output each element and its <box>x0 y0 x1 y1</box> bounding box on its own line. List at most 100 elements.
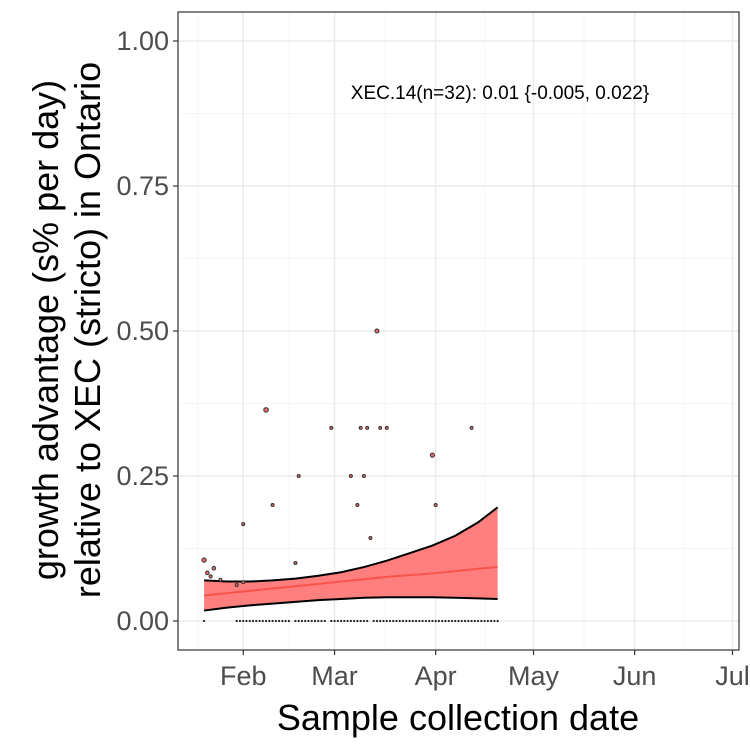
data-point <box>365 425 370 430</box>
data-point <box>241 580 246 585</box>
zero-point <box>330 619 333 623</box>
data-point <box>433 503 438 507</box>
zero-point <box>242 619 245 623</box>
zero-point <box>202 619 206 623</box>
zero-point <box>414 619 418 623</box>
data-point <box>218 577 223 582</box>
zero-point <box>297 619 300 623</box>
zero-point <box>310 619 313 623</box>
zero-point <box>353 619 356 623</box>
data-point <box>358 425 363 430</box>
zero-point <box>457 619 460 623</box>
data-point <box>296 474 301 478</box>
zero-point <box>437 619 441 623</box>
zero-point <box>333 619 336 623</box>
zero-point <box>382 619 385 623</box>
zero-point <box>287 619 290 623</box>
zero-point <box>255 619 258 623</box>
confidence-ribbon <box>204 507 498 611</box>
zero-point <box>424 619 427 623</box>
zero-point <box>235 619 238 623</box>
x-axis: Feb Mar Apr May Jun Jul <box>220 650 750 691</box>
x-tick-label: Apr <box>415 661 457 691</box>
zero-point <box>408 619 411 623</box>
zero-point <box>454 619 457 623</box>
zero-point <box>441 619 444 623</box>
points-layer <box>201 328 474 588</box>
zero-point <box>372 619 375 623</box>
zero-point <box>480 619 483 623</box>
zero-point <box>467 619 470 623</box>
data-point <box>355 503 360 507</box>
zero-point <box>379 619 382 623</box>
data-point <box>234 583 239 588</box>
zero-point <box>281 619 284 623</box>
zero-point <box>323 619 326 623</box>
x-axis-title: Sample collection date <box>277 697 639 738</box>
zero-point <box>375 619 379 623</box>
zero-point <box>447 619 450 623</box>
confidence-ribbon-layer <box>203 506 499 612</box>
data-point <box>263 407 269 413</box>
ribbon-lower-border <box>203 596 498 612</box>
x-tick-label: Mar <box>311 661 358 691</box>
data-point <box>374 328 380 334</box>
zero-point <box>294 619 297 623</box>
x-tick-label: Jul <box>715 661 750 691</box>
data-point <box>270 503 275 507</box>
zero-point <box>434 619 437 623</box>
zero-point <box>398 619 401 623</box>
zero-point <box>450 619 454 623</box>
data-point <box>384 425 389 430</box>
zero-point <box>278 619 281 623</box>
zero-point <box>320 619 323 623</box>
zero-point <box>395 619 398 623</box>
zero-point <box>248 619 251 623</box>
data-point <box>429 452 436 458</box>
zero-point <box>284 619 287 623</box>
y-tick-label: 0.25 <box>116 461 169 491</box>
zero-point <box>356 619 359 623</box>
zero-point <box>268 619 271 623</box>
zero-point <box>428 619 431 623</box>
zero-point <box>401 619 405 623</box>
zero-point <box>411 619 414 623</box>
data-point <box>361 474 366 478</box>
zero-point <box>444 619 447 623</box>
x-tick-label: May <box>508 661 560 691</box>
zero-point <box>385 619 388 623</box>
data-point <box>201 557 207 563</box>
zero-point <box>366 619 369 623</box>
zero-point <box>392 619 395 623</box>
zero-point <box>307 619 310 623</box>
data-point <box>293 561 298 565</box>
y-axis-title-line-1: growth advantage (s% per day) <box>25 80 66 580</box>
zero-point <box>271 619 274 623</box>
data-point <box>348 474 353 478</box>
zero-point <box>405 619 408 623</box>
zero-point <box>238 619 242 623</box>
data-point <box>368 536 373 541</box>
zero-point <box>463 619 467 623</box>
zero-point <box>362 619 366 623</box>
zero-point <box>251 619 255 623</box>
y-tick-label: 0.75 <box>116 171 169 201</box>
data-point <box>211 565 217 571</box>
zero-point <box>490 619 493 623</box>
zero-points-layer <box>202 619 499 623</box>
model-annotation: XEC.14(n=32): 0.01 {-0.005, 0.022} <box>351 83 649 104</box>
zero-point <box>483 619 486 623</box>
data-point <box>208 574 213 579</box>
zero-point <box>359 619 362 623</box>
zero-point <box>300 619 304 623</box>
zero-point <box>313 619 317 623</box>
zero-point <box>346 619 349 623</box>
zero-point <box>336 619 339 623</box>
x-tick-label: Jun <box>613 661 657 691</box>
zero-point <box>317 619 320 623</box>
data-point <box>241 522 246 527</box>
data-point <box>469 425 474 430</box>
y-axis-title-line-2: relative to XEC (stricto) in Ontario <box>67 62 108 598</box>
fit-line <box>203 566 498 597</box>
